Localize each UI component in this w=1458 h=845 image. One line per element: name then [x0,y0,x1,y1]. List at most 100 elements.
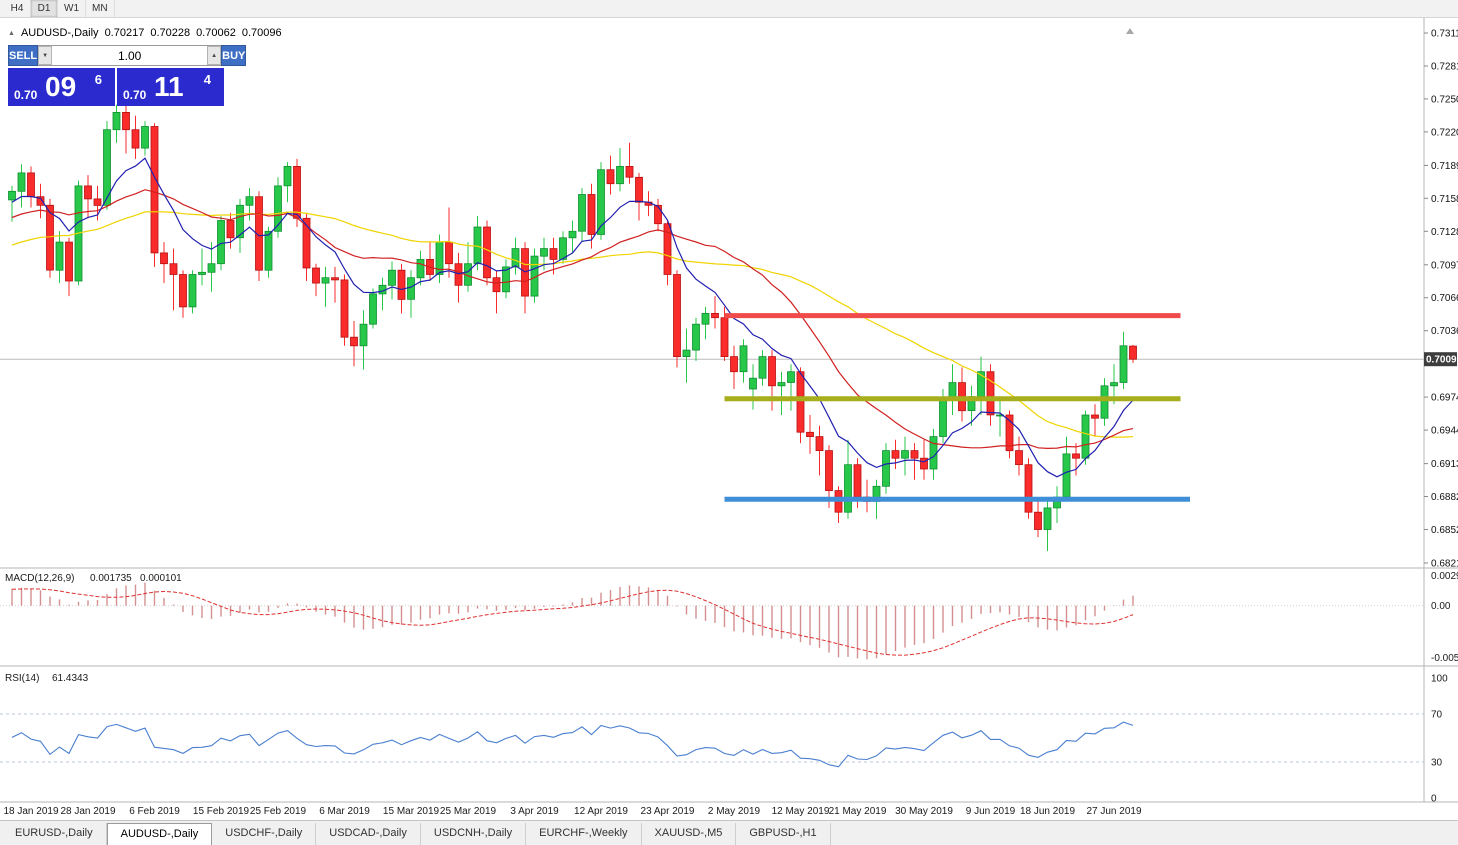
candle-body [150,126,159,254]
candle-body [853,464,862,498]
candle-body [730,356,738,373]
candle-body [711,312,719,319]
timeframe-button-d1[interactable]: D1 [31,0,58,17]
candle-body [1091,414,1099,419]
current-price-box [1424,352,1457,367]
buy-price-big-digits: 11 [154,71,184,102]
candle-body [179,274,187,308]
one-click-quotes: 0.70 09 6 0.70 11 4 [8,68,226,106]
timeframe-button-w1[interactable]: W1 [58,0,86,17]
chart-tab-xauusd-m5[interactable]: XAUUSD-,M5 [642,823,737,845]
candle-body [502,266,510,293]
timeframe-button-h4[interactable]: H4 [4,0,31,17]
chart-tab-gbpusd-h1[interactable]: GBPUSD-,H1 [736,823,831,845]
candle-body [483,226,491,279]
chart-canvas[interactable]: 0.73115 0.72810 0.72505 0.72200 0.71890 0.715… [0,18,1458,820]
candle-body [112,112,121,131]
volume-decrease-button[interactable]: ▼ [38,46,53,65]
sell-price-big-digits: 09 [45,71,77,102]
candle-body [312,267,320,284]
price-axis[interactable]: 0.73115 0.72810 0.72505 0.72200 0.71890 0.715… [1424,29,1458,570]
candle-body [473,226,482,265]
candle-body [986,371,995,416]
candle-body [568,230,577,239]
price-tick-label: 0.68520 [1431,525,1458,536]
buy-price-pipette: 4 [203,72,211,87]
candle-body [198,271,206,275]
candle-body [331,277,339,281]
chart-tab-usdcad-daily[interactable]: USDCAD-,Daily [316,823,421,845]
candle-body [359,323,368,347]
macd-histogram [11,582,1134,660]
sell-price-panel[interactable]: 0.70 09 6 [8,68,115,106]
buy-price-prefix: 0.70 [123,88,147,102]
candle-body [616,165,624,185]
chart-tab-audusd-daily[interactable]: AUDUSD-,Daily [106,823,213,845]
candle-body [635,176,643,203]
chart-shift-marker-icon[interactable] [1126,28,1134,34]
one-click-collapse-icon[interactable]: ▲ [8,29,15,37]
buy-price-panel[interactable]: 0.70 11 4 [117,68,224,106]
candle-body [1129,345,1137,360]
candle-body [882,450,890,487]
one-click-controls: SELL ▼ ▲ BUY [8,45,247,66]
price-tick-label: 0.69745 [1431,393,1458,404]
candle-body [939,399,947,437]
candle-body [407,277,415,300]
price-tick-label: 0.69130 [1431,459,1458,470]
date-label: 12 Apr 2019 [574,806,628,817]
timeframe-toolbar: H4 D1 W1 MN [0,0,1458,18]
time-axis[interactable]: 18 Jan 2019 28 Jan 2019 6 Feb 2019 15 Feb 2… [3,806,1141,817]
chart-symbol-period: AUDUSD-,Daily [20,27,99,39]
ma-slow-line [11,211,1134,438]
price-tick-label: 0.70360 [1431,326,1458,337]
candle-body [397,269,406,300]
candle-body [1072,453,1080,459]
candle-body [217,220,225,265]
date-label: 6 Feb 2019 [129,806,180,817]
rsi-value: 61.4343 [52,673,89,684]
date-label: 15 Mar 2019 [383,806,440,817]
chart-tab-usdchf-daily[interactable]: USDCHF-,Daily [212,823,317,845]
volume-input[interactable] [52,46,208,65]
current-price-label: 0.70096 [1426,355,1458,366]
date-label: 12 May 2019 [772,806,830,817]
candle-body [815,436,824,452]
candle-body [1062,453,1071,498]
price-tick-label: 0.71585 [1431,194,1458,205]
candle-body [1119,345,1128,383]
candle-body [739,345,748,373]
candle-body [1034,511,1042,530]
timeframe-button-mn[interactable]: MN [86,0,115,17]
volume-field: ▼ ▲ [38,45,222,66]
price-tick-label: 0.69440 [1431,426,1458,437]
price-tick-label: 0.68825 [1431,492,1458,503]
candle-body [511,248,520,268]
price-tick-label: 0.71890 [1431,161,1458,172]
sell-button[interactable]: SELL [8,45,39,66]
candle-body [65,241,73,282]
macd-signal-line [11,588,1134,656]
candle-body [36,196,45,206]
candle-body [597,169,605,235]
chart-tab-usdcnh-daily[interactable]: USDCNH-,Daily [421,823,527,845]
candle-body [768,356,776,387]
rsi-axis-label: 0 [1431,794,1437,805]
chart-tab-eurchf-weekly[interactable]: EURCHF-,Weekly [526,823,642,845]
macd-axis-bottom-label: -0.00525 [1431,653,1458,664]
rsi-axis-label: 70 [1431,710,1443,721]
candle-body [682,349,691,358]
candle-body [578,194,586,232]
buy-button[interactable]: BUY [221,45,247,66]
volume-increase-button[interactable]: ▲ [207,46,222,65]
candle-body [787,371,795,383]
candle-body [226,220,235,239]
price-tick-label: 0.72200 [1431,127,1458,138]
chart-tab-eurusd-daily[interactable]: EURUSD-,Daily [2,823,107,845]
date-label: 25 Mar 2019 [440,806,497,817]
candle-body [1024,464,1033,513]
candle-body [901,450,909,459]
candle-body [673,274,681,357]
candle-body [701,312,710,325]
